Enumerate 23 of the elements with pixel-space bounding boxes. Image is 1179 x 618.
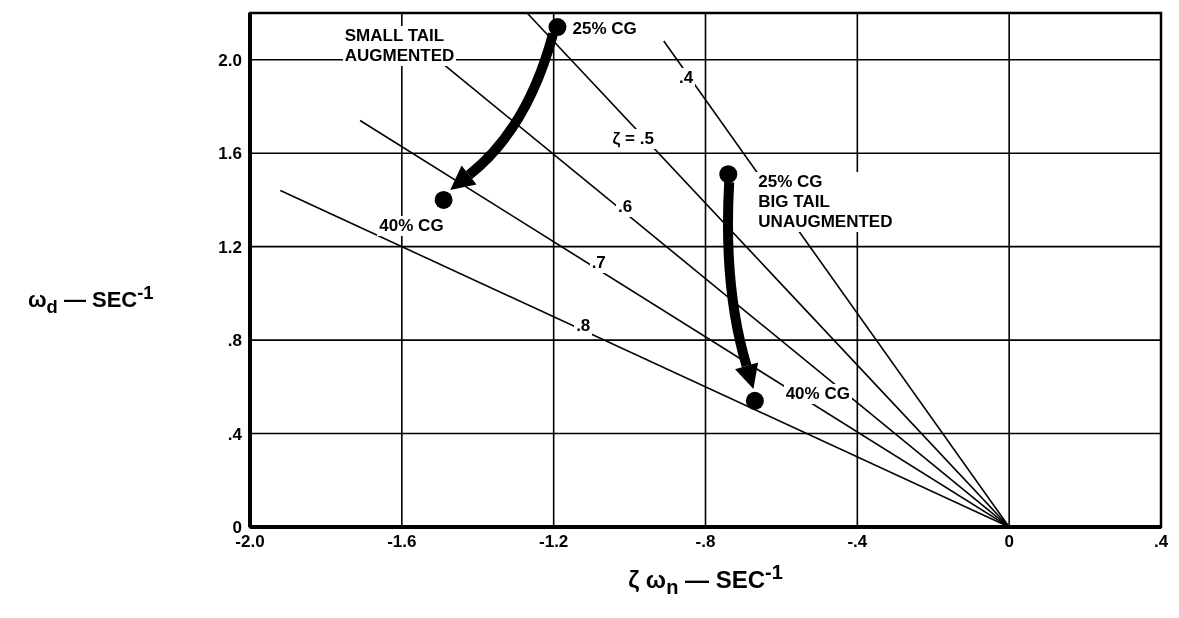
annotation: .8 (574, 316, 593, 337)
annotation: 40% CG (783, 383, 852, 404)
y-tick-label: 2.0 (218, 50, 242, 70)
y-tick-label: .4 (227, 424, 243, 444)
annotation: 25% CG (570, 19, 639, 40)
x-tick-label: -.4 (847, 532, 868, 552)
annotation: .4 (677, 68, 696, 89)
y-tick-label: 1.6 (218, 144, 242, 164)
y-tick-label: .8 (227, 331, 242, 351)
x-axis-title: ζ ω$_{n}$ — SEC$^{-1}$ (627, 561, 784, 599)
annotation: SMALL TAIL AUGMENTED (342, 25, 457, 66)
x-tick-label: -1.2 (539, 532, 569, 552)
y-tick-label: 1.2 (218, 237, 242, 257)
x-tick-label: .4 (1153, 532, 1169, 552)
y-axis-title: ω$_{d}$ — SEC$^{-1}$ (28, 282, 154, 318)
annotation: .7 (589, 252, 608, 273)
annotation: 25% CG BIG TAIL UNAUGMENTED (756, 172, 895, 233)
x-tick-label: 0 (1004, 532, 1014, 552)
annotation: 40% CG (377, 215, 446, 236)
annotation: ζ = .5 (610, 128, 656, 149)
x-tick-label: -1.6 (387, 532, 417, 552)
x-tick-label: -.8 (695, 532, 716, 552)
annotation: .6 (616, 196, 635, 217)
